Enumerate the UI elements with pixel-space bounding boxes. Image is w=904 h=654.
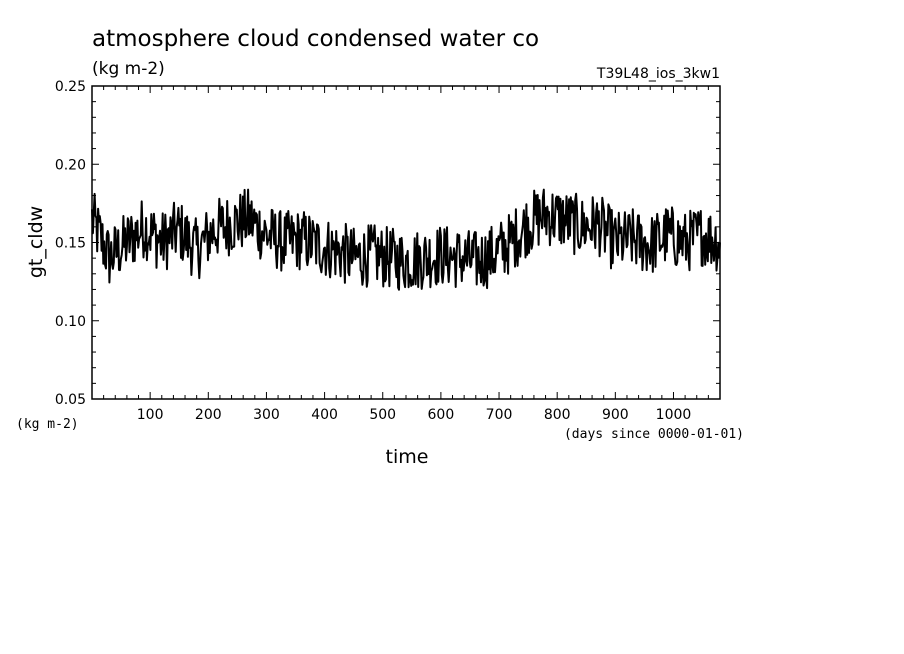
y-tick-label: 0.05 — [55, 392, 86, 408]
y-units-label: (kg m-2) — [16, 417, 79, 432]
tick-labels: 100 200 300 400 500 600 700 800 900 1000 0.05 0.10 0… — [55, 79, 691, 423]
y-axis-label: gt_cldw — [25, 206, 47, 278]
y-tick-label: 0.20 — [55, 157, 86, 173]
x-tick-label: 1000 — [656, 407, 692, 423]
x-tick-label: 900 — [602, 407, 629, 423]
x-tick-label: 800 — [544, 407, 571, 423]
y-tick-label: 0.15 — [55, 236, 86, 252]
x-tick-label: 200 — [195, 407, 222, 423]
x-tick-label: 700 — [486, 407, 513, 423]
title-units: (kg m-2) — [92, 59, 165, 79]
x-axis-label: time — [386, 446, 429, 468]
y-tick-label: 0.10 — [55, 314, 86, 330]
y-tick-label: 0.25 — [55, 79, 86, 95]
x-tick-label: 400 — [311, 407, 338, 423]
x-tick-label: 100 — [137, 407, 164, 423]
chart-title: atmosphere cloud condensed water co — [92, 26, 539, 52]
plot-frame — [91, 85, 721, 400]
x-tick-label: 500 — [369, 407, 396, 423]
x-units-label: (days since 0000-01-01) — [564, 427, 744, 442]
x-tick-label: 600 — [428, 407, 455, 423]
data-series-line — [91, 188, 721, 291]
x-tick-label: 300 — [253, 407, 280, 423]
run-label: T39L48_ios_3kw1 — [596, 66, 720, 82]
